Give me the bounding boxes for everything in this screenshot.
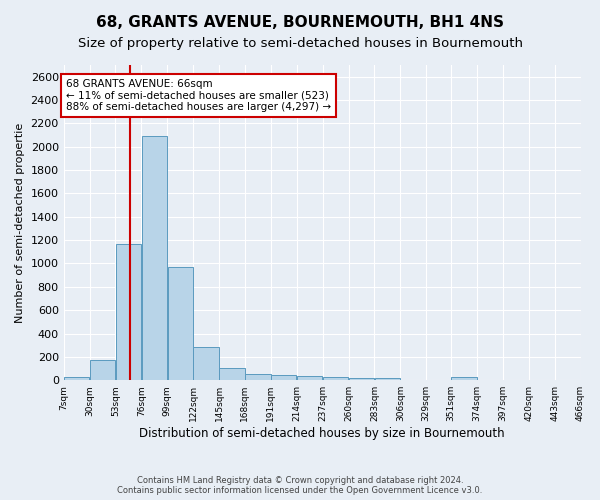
Bar	[375, 378, 400, 380]
X-axis label: Distribution of semi-detached houses by size in Bournemouth: Distribution of semi-detached houses by …	[139, 427, 505, 440]
Y-axis label: Number of semi-detached propertie: Number of semi-detached propertie	[15, 122, 25, 322]
Bar	[142, 136, 167, 380]
Bar	[323, 378, 348, 380]
Bar	[245, 374, 271, 380]
Bar	[116, 244, 141, 380]
Bar	[297, 376, 322, 380]
Text: Contains HM Land Registry data © Crown copyright and database right 2024.
Contai: Contains HM Land Registry data © Crown c…	[118, 476, 482, 495]
Bar	[220, 368, 245, 380]
Text: Size of property relative to semi-detached houses in Bournemouth: Size of property relative to semi-detach…	[77, 38, 523, 51]
Bar	[349, 378, 374, 380]
Bar	[90, 360, 115, 380]
Bar	[64, 378, 89, 380]
Bar	[451, 378, 476, 380]
Text: 68, GRANTS AVENUE, BOURNEMOUTH, BH1 4NS: 68, GRANTS AVENUE, BOURNEMOUTH, BH1 4NS	[96, 15, 504, 30]
Bar	[193, 347, 219, 380]
Text: 68 GRANTS AVENUE: 66sqm
← 11% of semi-detached houses are smaller (523)
88% of s: 68 GRANTS AVENUE: 66sqm ← 11% of semi-de…	[66, 79, 331, 112]
Bar	[271, 375, 296, 380]
Bar	[167, 267, 193, 380]
